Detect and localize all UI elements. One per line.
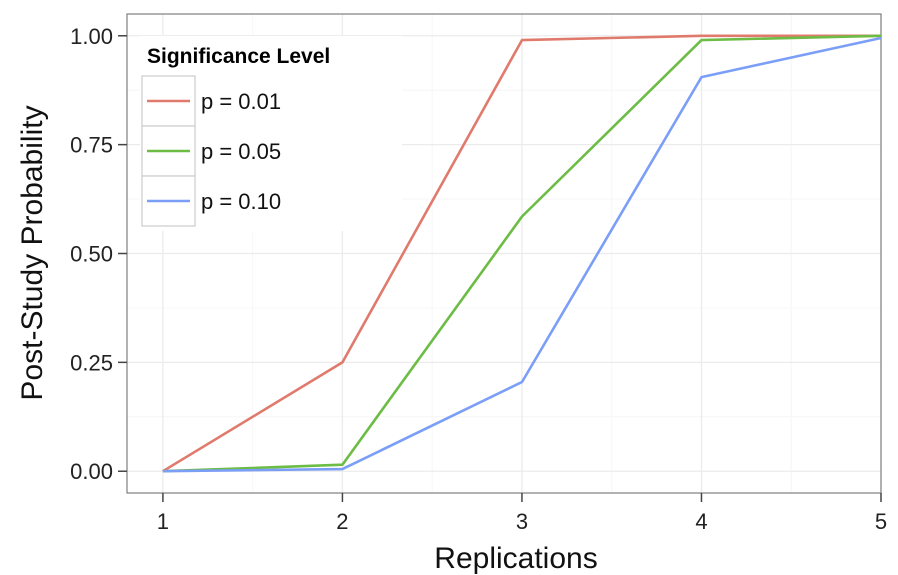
legend-label: p = 0.01	[201, 89, 281, 114]
legend-label: p = 0.10	[201, 189, 281, 214]
x-tick-label: 1	[157, 509, 169, 534]
y-axis-title: Post-Study Probability	[16, 105, 49, 400]
x-axis-title: Replications	[434, 542, 597, 575]
y-tick-label: 1.00	[70, 24, 113, 49]
legend-title: Significance Level	[147, 45, 330, 68]
x-tick-label: 3	[516, 509, 528, 534]
x-tick-label: 4	[695, 509, 707, 534]
legend-items: p = 0.01 p = 0.05 p = 0.10	[142, 76, 281, 226]
x-tick-label: 5	[875, 509, 887, 534]
y-tick-label: 0.25	[70, 350, 113, 375]
x-tick-label: 2	[336, 509, 348, 534]
y-tick-label: 0.75	[70, 133, 113, 158]
legend: Significance Level p = 0.01p = 0.05p = 0…	[140, 36, 402, 231]
legend-label: p = 0.05	[201, 139, 281, 164]
y-tick-label: 0.50	[70, 242, 113, 267]
y-tick-label: 0.00	[70, 459, 113, 484]
